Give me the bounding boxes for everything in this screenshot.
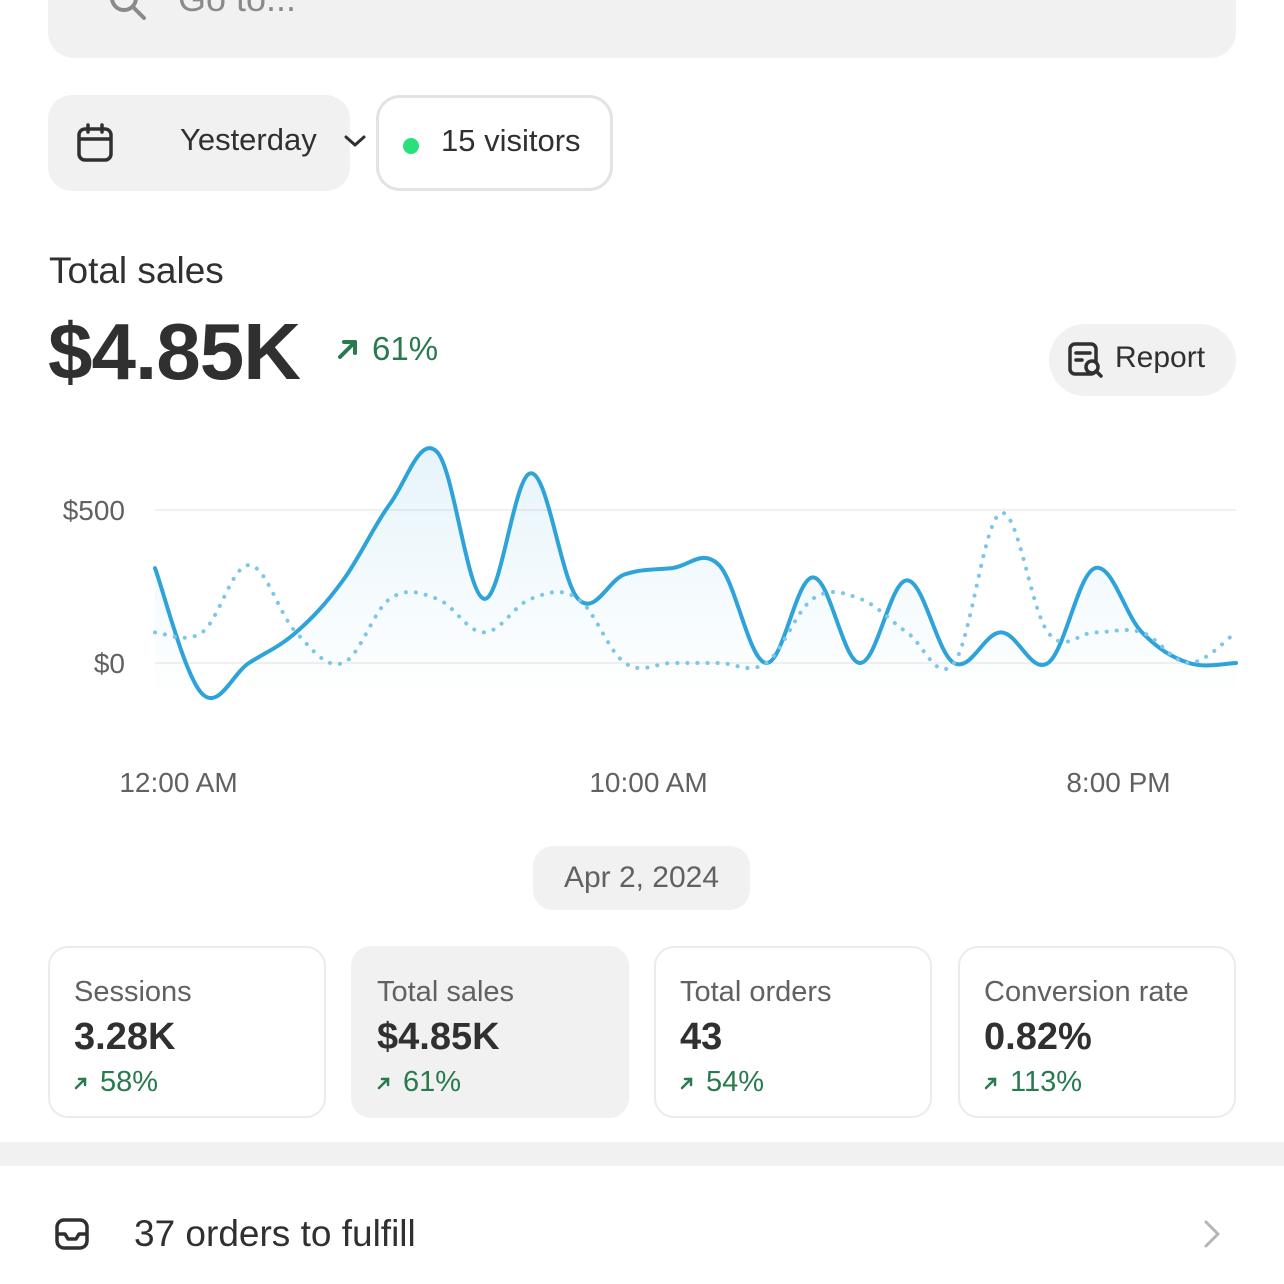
metric-title: Total sales: [49, 250, 224, 291]
arrow-up-right-icon: [377, 1077, 390, 1089]
inbox-icon: [55, 1218, 89, 1250]
stat-change-value: 58%: [100, 1066, 159, 1098]
y-tick-label: $500: [63, 495, 125, 526]
arrow-up-right-icon: [984, 1077, 997, 1089]
stat-value: 43: [680, 1016, 723, 1058]
arrow-up-right-icon: [338, 340, 357, 359]
x-tick-label: 10:00 AM: [589, 767, 707, 798]
search-icon: [110, 0, 146, 20]
calendar-icon: [77, 123, 113, 162]
section-divider: [0, 1142, 1284, 1166]
stat-value: $4.85K: [377, 1016, 500, 1058]
stat-card-conversion-rate[interactable]: Conversion rate 0.82% 113%: [958, 946, 1236, 1118]
report-button[interactable]: Report: [1049, 324, 1236, 396]
metric-change: 61%: [334, 330, 438, 368]
live-visitors-label: 15 visitors: [441, 123, 581, 158]
stat-change-value: 54%: [706, 1066, 765, 1098]
series-line-current: [153, 446, 1238, 701]
arrow-up-right-icon: [74, 1077, 87, 1089]
stat-change-value: 113%: [1010, 1066, 1083, 1098]
arrow-up-right-icon: [680, 1077, 693, 1089]
stat-card-total-sales[interactable]: Total sales $4.85K 61%: [351, 946, 629, 1118]
live-visitors-button[interactable]: 15 visitors: [376, 95, 613, 191]
y-tick-label: $0: [94, 648, 125, 679]
stat-change: 58%: [74, 1066, 158, 1099]
series-line-comparison: [153, 511, 1238, 672]
search-placeholder: Go to...: [178, 0, 296, 20]
report-button-label: Report: [1115, 341, 1206, 374]
stat-card-total-orders[interactable]: Total orders 43 54%: [654, 946, 932, 1118]
metric-change-value: 61%: [372, 330, 439, 367]
stat-value: 3.28K: [74, 1016, 176, 1058]
stat-change: 113%: [984, 1066, 1082, 1099]
stat-card-sessions[interactable]: Sessions 3.28K 58%: [48, 946, 326, 1118]
search-bar[interactable]: Go to...: [48, 0, 1236, 58]
chevron-right-icon: [1204, 1220, 1220, 1248]
series-area: [155, 448, 1236, 699]
stat-change: 61%: [377, 1066, 461, 1099]
report-search-icon: [1068, 342, 1103, 378]
metric-value: $4.85K: [48, 307, 301, 396]
stat-change-value: 61%: [403, 1066, 462, 1098]
chevron-down-icon: [344, 135, 366, 147]
stat-label: Conversion rate: [984, 976, 1189, 1008]
date-range-selector[interactable]: Yesterday: [48, 95, 366, 191]
stat-label: Total orders: [680, 976, 832, 1008]
stat-label: Sessions: [74, 976, 192, 1008]
orders-to-fulfill-label: 37 orders to fulfill: [134, 1213, 416, 1254]
x-tick-label: 12:00 AM: [119, 767, 237, 798]
stat-value: 0.82%: [984, 1016, 1092, 1058]
stat-label: Total sales: [377, 976, 515, 1008]
chart-date-label: Apr 2, 2024: [563, 861, 720, 894]
chart-date-chip: Apr 2, 2024: [533, 846, 750, 910]
orders-to-fulfill-row[interactable]: 37 orders to fulfill: [0, 1166, 1284, 1284]
live-status-dot: [403, 138, 419, 154]
x-tick-label: 8:00 PM: [1066, 767, 1170, 798]
date-range-label: Yesterday: [180, 122, 317, 157]
sales-line-chart[interactable]: $500 $0 12:00 AM 10:00 AM 8:00 PM: [0, 420, 1284, 820]
stat-change: 54%: [680, 1066, 764, 1099]
